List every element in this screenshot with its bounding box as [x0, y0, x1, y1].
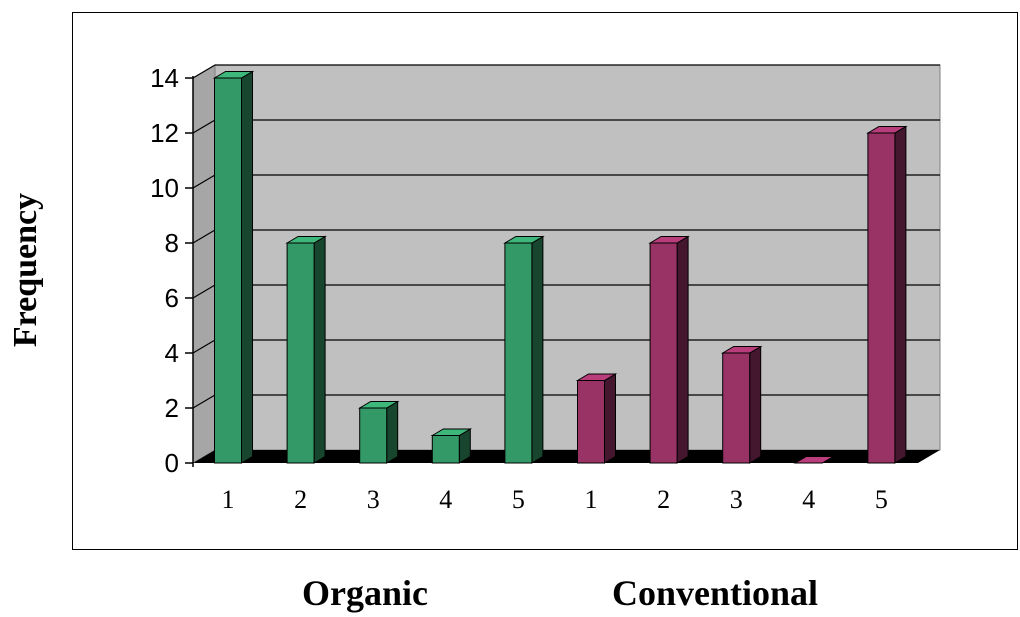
bar-organic-1 — [214, 77, 242, 464]
x-tick-label: 1 — [585, 485, 598, 514]
bar-top-organic-3 — [357, 401, 400, 409]
bar-top-conventional-3 — [720, 346, 763, 354]
bar-top-organic-1 — [212, 71, 255, 79]
gridline-side — [192, 394, 216, 409]
bar-side-conventional-3 — [749, 345, 762, 464]
x-tick-label: 3 — [367, 485, 380, 514]
bar-top-organic-4 — [430, 428, 473, 436]
y-tick-label: 8 — [165, 228, 179, 258]
bar-side-organic-3 — [386, 400, 399, 464]
bar-conventional-5 — [867, 132, 896, 464]
bar-organic-3 — [359, 407, 388, 464]
bar-top-conventional-5 — [866, 126, 908, 134]
side-wall — [192, 64, 216, 464]
gridline-side — [192, 174, 216, 189]
group-label-organic: Organic — [302, 573, 428, 613]
y-tick-label: 6 — [165, 283, 179, 313]
bar-side-organic-5 — [531, 235, 544, 464]
bar-organic-5 — [504, 242, 533, 464]
bar-side-conventional-5 — [894, 125, 907, 464]
gridline-side — [192, 284, 216, 299]
x-tick-label: 1 — [222, 485, 235, 514]
y-tick-label: 0 — [165, 448, 179, 478]
bar-organic-4 — [431, 435, 460, 464]
y-tick-label: 12 — [150, 118, 179, 148]
bar-top-conventional-2 — [648, 236, 690, 244]
bar-top-organic-2 — [285, 236, 327, 244]
bar-top-organic-5 — [503, 236, 545, 244]
x-tick-label: 2 — [294, 485, 307, 514]
bar-side-conventional-2 — [676, 235, 689, 464]
bar-conventional-3 — [722, 352, 751, 464]
x-tick-label: 3 — [730, 485, 743, 514]
bar-conventional-1 — [577, 380, 605, 464]
x-tick-label: 4 — [802, 485, 815, 514]
x-tick-label: 5 — [875, 485, 888, 514]
gridline-side — [192, 64, 216, 79]
y-tick-label: 4 — [165, 338, 179, 368]
bar-top-conventional-4 — [793, 456, 836, 464]
bar-side-organic-2 — [313, 235, 326, 464]
y-tick-label: 10 — [150, 173, 179, 203]
x-tick-label: 2 — [657, 485, 670, 514]
bar-side-organic-1 — [241, 70, 253, 464]
bar-top-conventional-1 — [575, 373, 618, 381]
bar-organic-2 — [286, 242, 315, 464]
group-label-conventional: Conventional — [612, 573, 819, 613]
bar-conventional-2 — [649, 242, 678, 464]
bar-side-conventional-1 — [604, 373, 616, 464]
gridline-side — [192, 119, 216, 134]
gridline-side — [192, 229, 216, 244]
y-tick-label: 14 — [150, 63, 179, 93]
y-tick-label: 2 — [165, 393, 179, 423]
x-tick-label: 5 — [512, 485, 525, 514]
x-tick-label: 4 — [439, 485, 452, 514]
gridline-side — [192, 339, 216, 354]
